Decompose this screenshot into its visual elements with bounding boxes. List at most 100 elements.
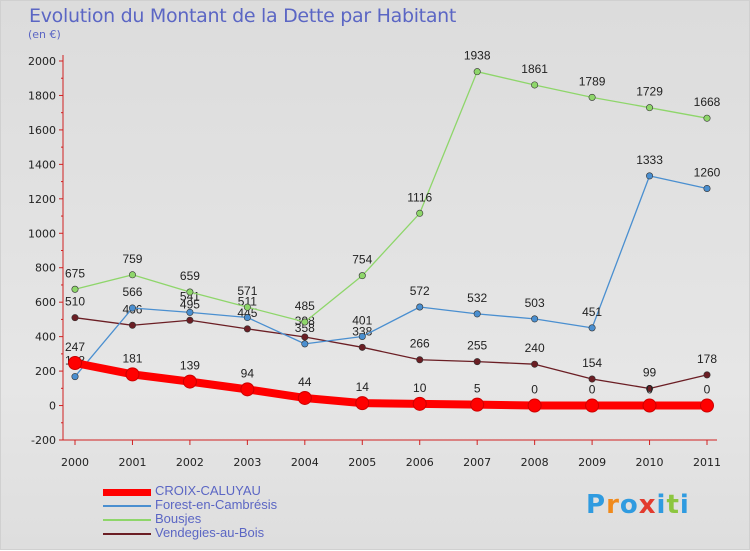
data-point xyxy=(703,371,711,379)
x-tick-label: 2004 xyxy=(291,456,319,469)
data-label: 401 xyxy=(352,313,372,327)
x-tick-label: 2009 xyxy=(578,456,606,469)
data-point xyxy=(243,325,251,333)
data-label: 255 xyxy=(467,339,487,353)
data-label: 1668 xyxy=(694,95,721,109)
x-tick-label: 2003 xyxy=(233,456,261,469)
chart-title: Evolution du Montant de la Dette par Hab… xyxy=(29,5,457,27)
data-point xyxy=(301,318,309,326)
data-point xyxy=(71,285,79,293)
data-label: 14 xyxy=(356,380,370,394)
x-tick-label: 2006 xyxy=(406,456,434,469)
logo-letter: i xyxy=(679,490,690,520)
data-label: 240 xyxy=(525,341,545,355)
data-label: 571 xyxy=(237,284,257,298)
data-point xyxy=(186,288,194,296)
data-label: 1861 xyxy=(521,62,548,76)
data-point xyxy=(531,315,539,323)
x-tick-label: 2008 xyxy=(521,456,549,469)
legend-label: CROIX-CALUYAU xyxy=(155,483,261,498)
data-point xyxy=(588,93,596,101)
data-point xyxy=(412,396,427,411)
data-point xyxy=(243,303,251,311)
data-point xyxy=(355,396,370,411)
x-tick-label: 2007 xyxy=(463,456,491,469)
series-line xyxy=(74,317,708,390)
data-label: 503 xyxy=(525,296,545,310)
data-point xyxy=(642,398,657,413)
logo-letter: r xyxy=(606,490,620,520)
logo-letter: t xyxy=(666,490,680,520)
data-label: 0 xyxy=(646,383,653,397)
data-label: 44 xyxy=(298,375,312,389)
y-tick-label: 1000 xyxy=(28,227,56,240)
data-label: 154 xyxy=(582,356,602,370)
x-tick-label: 2002 xyxy=(176,456,204,469)
data-point xyxy=(71,373,79,381)
chart-unit: (en €) xyxy=(28,28,61,41)
data-point xyxy=(473,358,481,366)
data-label: 445 xyxy=(237,306,257,320)
data-point xyxy=(128,304,136,312)
data-label: 1260 xyxy=(694,165,721,179)
logo-letter: o xyxy=(619,490,639,520)
y-tick-label: 600 xyxy=(35,296,56,309)
data-label: 1729 xyxy=(636,85,663,99)
data-point xyxy=(700,398,714,413)
y-tick-label: 0 xyxy=(49,400,56,413)
logo-letter: x xyxy=(638,490,657,520)
data-label: 94 xyxy=(241,366,255,380)
series-line xyxy=(74,71,708,323)
y-tick-label: 1400 xyxy=(28,158,56,171)
data-point xyxy=(301,333,309,341)
data-point xyxy=(588,324,596,332)
legend-swatch xyxy=(103,489,151,496)
y-tick-label: 800 xyxy=(35,262,56,275)
data-label: 511 xyxy=(238,295,257,309)
data-label: 181 xyxy=(122,351,142,365)
legend-label: Forest-en-Cambrésis xyxy=(155,497,278,512)
data-label: 566 xyxy=(122,285,142,299)
logo-letter: i xyxy=(656,490,667,520)
data-label: 572 xyxy=(410,284,430,298)
data-point xyxy=(358,332,366,340)
series-line xyxy=(74,175,708,378)
data-label: 178 xyxy=(697,352,717,366)
data-label: 659 xyxy=(180,269,200,283)
data-point xyxy=(182,374,197,389)
data-point xyxy=(186,308,194,316)
x-tick-label: 2011 xyxy=(693,456,721,469)
data-label: 10 xyxy=(413,381,427,395)
data-point xyxy=(473,310,481,318)
data-point xyxy=(531,81,539,89)
data-point xyxy=(703,184,711,192)
data-point xyxy=(125,367,140,382)
data-point xyxy=(186,316,194,324)
data-label: 247 xyxy=(65,340,85,354)
legend-swatch xyxy=(103,519,151,521)
data-point xyxy=(646,172,654,180)
data-label: 754 xyxy=(352,253,372,267)
x-tick-label: 2010 xyxy=(636,456,664,469)
data-label: 510 xyxy=(65,295,85,309)
data-label: 1789 xyxy=(579,74,606,88)
data-point xyxy=(588,375,596,383)
data-point xyxy=(703,114,711,122)
data-label: 0 xyxy=(531,383,538,397)
legend-swatch xyxy=(103,505,151,507)
logo-letter: P xyxy=(586,490,607,520)
data-label: 675 xyxy=(65,266,85,280)
series-line xyxy=(71,358,711,410)
x-tick-label: 2000 xyxy=(61,456,89,469)
data-point xyxy=(301,340,309,348)
data-label: 358 xyxy=(295,321,315,335)
data-point xyxy=(68,355,82,370)
data-label: 5 xyxy=(474,382,481,396)
data-label: 532 xyxy=(467,291,487,305)
data-point xyxy=(470,397,485,412)
data-label: 495 xyxy=(180,297,200,311)
data-point xyxy=(240,382,255,397)
y-tick-label: 1800 xyxy=(28,89,56,102)
